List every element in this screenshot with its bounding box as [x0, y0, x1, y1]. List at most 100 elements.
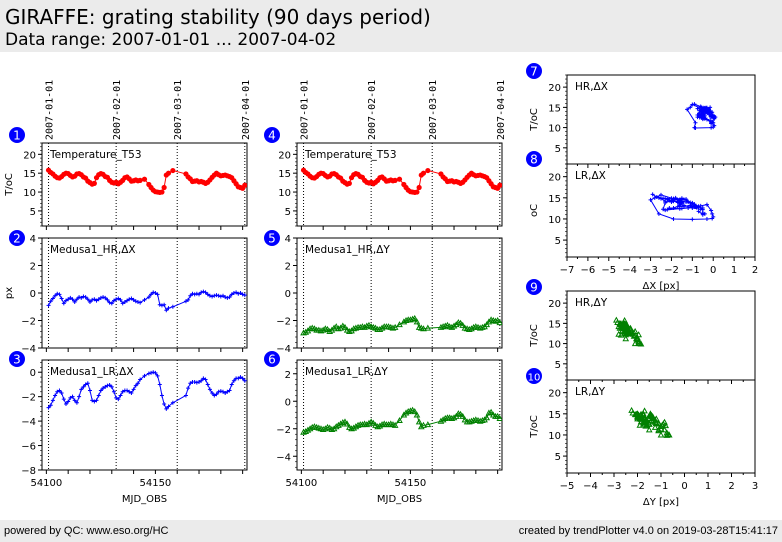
y-tick-label: 10: [548, 340, 561, 351]
data-point: [107, 300, 112, 305]
data-point: [465, 325, 473, 332]
series-label: Temperature_T53: [49, 149, 142, 161]
data-point: [165, 170, 172, 176]
data-point: [709, 125, 714, 130]
data-point: [468, 325, 475, 332]
data-point: [655, 420, 662, 427]
x-tick-label: −1: [685, 265, 700, 276]
data-point: [116, 296, 121, 301]
data-point: [81, 294, 86, 299]
data-point: [476, 417, 484, 424]
data-point: [350, 424, 358, 431]
data-point: [690, 102, 695, 107]
panel-badge-8: 8: [526, 151, 542, 167]
data-point: [711, 120, 716, 125]
data-point: [111, 298, 116, 303]
data-point: [90, 398, 95, 403]
data-point: [494, 316, 501, 323]
data-point: [698, 106, 703, 111]
y-tick-label: −2: [276, 317, 291, 328]
y-tick-label: 0: [30, 368, 36, 379]
data-point: [127, 297, 132, 302]
panel-badge-3: 3: [9, 351, 25, 367]
data-point: [677, 202, 682, 207]
x-tick-label: −3: [607, 481, 622, 492]
data-point: [441, 322, 449, 329]
data-point: [352, 423, 360, 430]
data-point: [407, 407, 414, 414]
data-point: [227, 295, 232, 300]
series-label: LR,ΔX: [575, 170, 606, 182]
axes-frame: [41, 359, 248, 471]
series-label: Medusa1_HR,ΔX: [50, 244, 136, 256]
y-tick-label: 20: [548, 299, 561, 310]
y-tick-label: 2: [285, 262, 291, 273]
data-point: [686, 205, 691, 210]
data-point: [667, 205, 672, 210]
data-point: [63, 402, 68, 406]
data-point: [214, 392, 219, 397]
y-tick-label: 5: [555, 236, 561, 247]
panel-badge-5: 5: [264, 230, 280, 246]
data-point: [696, 113, 701, 118]
data-point: [197, 292, 202, 297]
data-point: [374, 423, 382, 430]
x-axis-label: MJD_OBS: [377, 494, 422, 505]
x-tick-label: −2: [630, 481, 645, 492]
data-point: [700, 212, 705, 217]
data-point: [459, 321, 467, 328]
data-point: [661, 207, 666, 212]
data-point: [663, 431, 671, 438]
data-point: [120, 389, 125, 394]
data-point: [341, 323, 349, 330]
data-point: [413, 411, 421, 418]
data-point: [68, 295, 73, 300]
data-point: [103, 295, 108, 300]
data-point: [629, 409, 637, 416]
data-point: [55, 291, 60, 296]
panel-badge-1: 1: [9, 127, 25, 143]
data-point: [654, 194, 659, 199]
data-point: [159, 189, 165, 195]
data-point: [81, 384, 86, 389]
data-point: [337, 420, 344, 427]
chart-panel-8: 5 10 15 20 −7 −6 −5 −4 −3 −2 −1 0 1 2 oC ΔX [px] LR,ΔX: [529, 163, 758, 292]
data-point: [385, 421, 392, 428]
series-2: [46, 289, 247, 313]
data-point: [306, 425, 314, 432]
data-point: [205, 292, 210, 297]
data-point: [656, 195, 661, 200]
data-point: [203, 377, 208, 382]
data-point: [396, 416, 403, 423]
data-point: [690, 205, 695, 210]
data-point: [634, 336, 641, 343]
data-point: [341, 418, 349, 425]
data-point: [656, 211, 661, 216]
x-tick-label: 0: [710, 265, 716, 276]
data-point: [324, 325, 331, 332]
data-point: [712, 116, 717, 121]
data-point: [186, 386, 191, 391]
series-3: [46, 370, 247, 411]
data-point: [671, 205, 676, 210]
data-point: [162, 302, 167, 307]
data-point: [138, 300, 143, 305]
data-point: [647, 412, 654, 419]
chart-panel-1: 5 10 15 20 2007-01-01 2007-02-01 2007-03-01 200…: [4, 80, 252, 230]
data-point: [207, 387, 212, 392]
data-point: [709, 110, 714, 115]
data-point: [625, 329, 633, 336]
chart-panel-10: 5 10 15 20 −5 −4 −3 −2 −1 0 1 2 3 T/oC ΔY [px] LR,ΔY: [529, 379, 758, 508]
data-point: [652, 195, 657, 200]
y-tick-label: 15: [548, 194, 561, 205]
data-point: [170, 304, 175, 309]
data-point: [704, 216, 709, 221]
data-point: [68, 395, 73, 400]
data-point: [231, 291, 236, 295]
data-point: [146, 371, 151, 376]
y-tick-label: −6: [21, 442, 36, 453]
data-point: [413, 318, 421, 325]
data-point: [231, 378, 236, 383]
series-4: [300, 167, 502, 196]
